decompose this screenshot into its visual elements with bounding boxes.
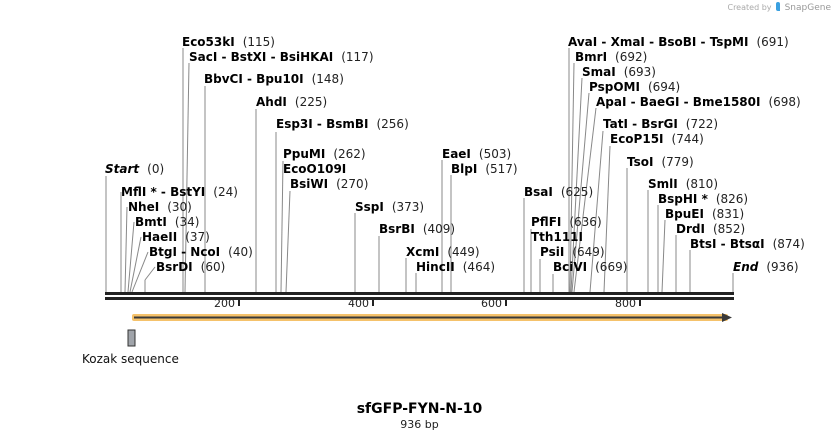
kozak-sequence-label[interactable]: Kozak sequence: [82, 352, 179, 366]
site-eco53ki[interactable]: Eco53kI (115): [182, 35, 275, 49]
site-apai-baegi-bme1580i[interactable]: ApaI - BaeGI - Bme1580I (698): [596, 95, 801, 109]
site-haeii[interactable]: HaeII (37): [142, 230, 210, 244]
site-drdi[interactable]: DrdI (852): [676, 222, 746, 236]
tick-label-600: 600: [481, 297, 502, 310]
site-bsphi[interactable]: BspHI * (826): [658, 192, 749, 206]
tick-label-400: 400: [348, 297, 369, 310]
site-bmri[interactable]: BmrI (692): [575, 50, 648, 64]
site-bmti[interactable]: BmtI (34): [135, 215, 200, 229]
site-pflfi[interactable]: PflFI (636): [531, 215, 602, 229]
site-ppumi[interactable]: PpuMI (262): [283, 147, 366, 161]
site-smli[interactable]: SmlI (810): [648, 177, 719, 191]
site-smai[interactable]: SmaI (693): [582, 65, 656, 79]
site-saci-bstxi-bsihkai[interactable]: SacI - BstXI - BsiHKAI (117): [189, 50, 374, 64]
snapgene-credit: Created by SnapGene: [727, 2, 831, 13]
sequence-name: sfGFP-FYN-N-10: [356, 401, 483, 417]
site-ecop15i[interactable]: EcoP15I (744): [610, 132, 704, 146]
site-tth111i[interactable]: Tth111I: [531, 230, 583, 244]
site-esp3i-bsmbi[interactable]: Esp3I - BsmBI (256): [276, 117, 409, 131]
kozak-feature-box: [127, 329, 136, 347]
site-eaei[interactable]: EaeI (503): [442, 147, 512, 161]
site-tsoi[interactable]: TsoI (779): [627, 155, 694, 169]
site-bcivi[interactable]: BciVI (669): [553, 260, 628, 274]
site-avai-xmai-bsobi-tspmi[interactable]: AvaI - XmaI - BsoBI - TspMI (691): [568, 35, 789, 49]
site-end[interactable]: End (936): [733, 260, 799, 274]
backbone-bottom-strand: [105, 297, 734, 300]
site-nhei[interactable]: NheI (30): [128, 200, 192, 214]
site-bsrbi[interactable]: BsrBI (409): [379, 222, 456, 236]
site-bsiwi[interactable]: BsiWI (270): [290, 177, 369, 191]
snapgene-logo-icon: [776, 2, 781, 11]
site-bsrdi[interactable]: BsrDI (60): [156, 260, 226, 274]
site-pspomi[interactable]: PspOMI (694): [589, 80, 681, 94]
site-bpuei[interactable]: BpuEI (831): [665, 207, 745, 221]
site-psii[interactable]: PsiI (649): [540, 245, 605, 259]
site-tati-bsrgi[interactable]: TatI - BsrGI (722): [603, 117, 719, 131]
site-bbvci-bpu10i[interactable]: BbvCI - Bpu10I (148): [204, 72, 344, 86]
site-mfli-bstyi[interactable]: MflI * - BstYI (24): [121, 185, 238, 199]
site-btsi-btsai[interactable]: BtsI - BtsαI (874): [690, 237, 805, 251]
site-bsai[interactable]: BsaI (625): [524, 185, 594, 199]
site-btgi-ncoi[interactable]: BtgI - NcoI (40): [149, 245, 253, 259]
site-blpi[interactable]: BlpI (517): [451, 162, 518, 176]
backbone-top-strand: [105, 292, 734, 295]
tick-label-200: 200: [214, 297, 235, 310]
site-ecoo109i[interactable]: EcoO109I: [283, 162, 347, 176]
site-xcmi[interactable]: XcmI (449): [406, 245, 480, 259]
site-hincii[interactable]: HincII (464): [416, 260, 496, 274]
site-sspi[interactable]: SspI (373): [355, 200, 425, 214]
site-ahdi[interactable]: AhdI (225): [256, 95, 328, 109]
sequence-length: 936 bp: [400, 418, 439, 431]
tick-label-800: 800: [615, 297, 636, 310]
site-start[interactable]: Start (0): [105, 162, 165, 176]
